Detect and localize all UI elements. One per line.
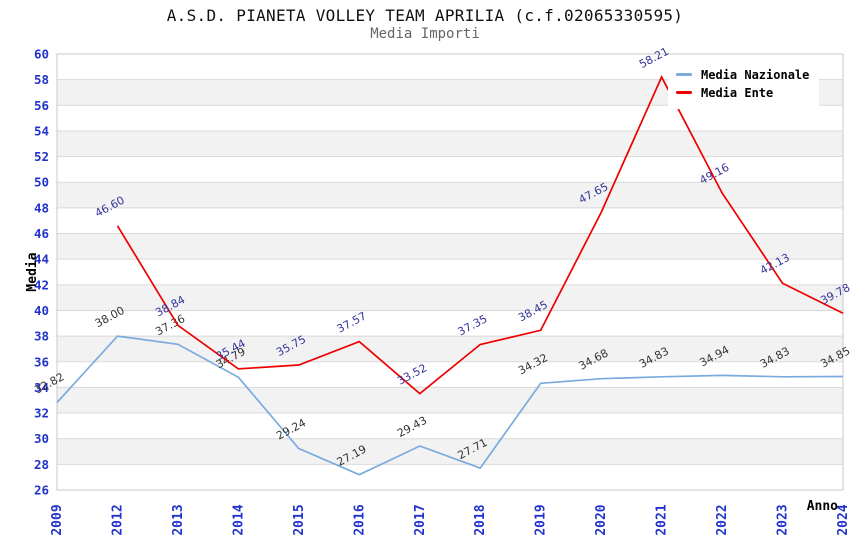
series-line-media-ente	[116, 75, 844, 395]
y-tick-label: 52	[34, 149, 49, 164]
plot-band	[57, 156, 843, 183]
chart-legend: Media Nazionale Media Ente	[668, 58, 820, 109]
x-tick-label: 2018	[473, 504, 488, 535]
legend-swatch-media-nazionale-icon	[676, 73, 692, 76]
y-tick-label: 36	[34, 354, 49, 369]
y-tick-label: 30	[34, 431, 49, 446]
x-tick-label: 2019	[534, 504, 549, 535]
y-tick-label: 42	[34, 277, 49, 292]
legend-swatch-media-ente-icon	[676, 91, 692, 94]
y-tick-label: 60	[34, 47, 49, 62]
y-tick-label: 56	[34, 98, 49, 113]
plot-band	[57, 361, 843, 388]
plot-band	[57, 413, 843, 439]
x-tick-label: 2015	[292, 504, 307, 535]
chart-subtitle: Media Importi	[370, 26, 480, 42]
plot-border	[56, 53, 844, 491]
y-tick-label: 40	[34, 303, 49, 318]
chart-title: A.S.D. PIANETA VOLLEY TEAM APRILIA (c.f.…	[166, 6, 684, 25]
plot-band	[57, 259, 843, 285]
y-tick-label: 46	[34, 226, 49, 241]
x-tick-label: 2013	[171, 504, 186, 535]
x-tick-label: 2022	[715, 504, 730, 535]
x-tick-label: 2016	[352, 504, 367, 535]
y-axis-title: Media	[25, 252, 40, 292]
legend-item-media-ente: Media Ente	[676, 85, 809, 100]
x-tick-label: 2017	[413, 504, 428, 535]
y-tick-label: 28	[34, 457, 49, 472]
y-tick-label: 50	[34, 175, 49, 190]
legend-item-media-nazionale: Media Nazionale	[676, 67, 809, 82]
x-tick-label: 2023	[776, 504, 791, 535]
plot-band	[57, 105, 843, 131]
x-axis-title: Anno	[806, 499, 838, 514]
series-line-media-nazionale	[56, 335, 844, 476]
x-tick-label: 2024	[836, 504, 850, 535]
y-tick-label: 34	[34, 380, 49, 395]
x-tick-label: 2009	[50, 504, 65, 535]
plot-band	[57, 284, 843, 311]
x-tick-label: 2020	[594, 504, 609, 535]
x-tick-label: 2014	[231, 504, 246, 535]
y-tick-label: 26	[34, 483, 49, 498]
plot-band	[57, 182, 843, 208]
legend-label-media-nazionale: Media Nazionale	[701, 67, 810, 82]
plot-band	[57, 233, 843, 260]
plot-band	[57, 207, 843, 234]
x-tick-label: 2012	[110, 504, 125, 535]
y-tick-label: 32	[34, 406, 49, 421]
y-tick-label: 48	[34, 200, 49, 215]
x-tick-label: 2021	[655, 504, 670, 535]
y-tick-label: 58	[34, 72, 49, 87]
plot-band	[57, 438, 843, 465]
plot-band	[57, 387, 843, 414]
plot-band	[57, 130, 843, 157]
y-tick-label: 44	[34, 252, 49, 267]
y-tick-label: 54	[34, 123, 49, 138]
y-tick-label: 38	[34, 329, 49, 344]
legend-label-media-ente: Media Ente	[701, 85, 774, 100]
plot-band	[57, 464, 843, 490]
